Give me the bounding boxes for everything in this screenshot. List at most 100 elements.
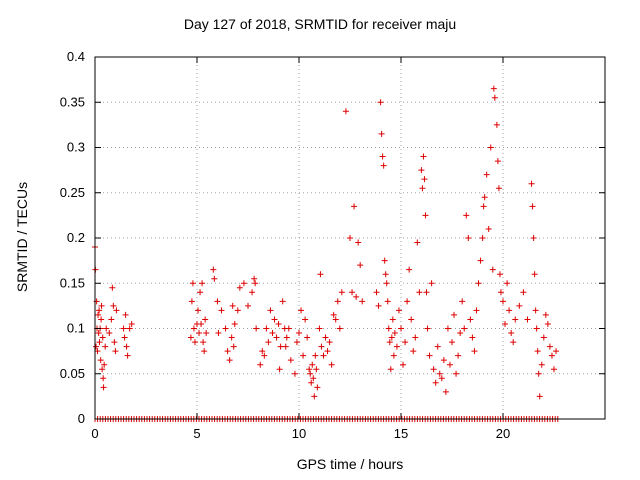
data-point xyxy=(124,352,131,359)
data-point xyxy=(383,280,390,287)
data-point xyxy=(257,361,264,368)
data-point xyxy=(377,99,384,106)
data-point xyxy=(300,352,307,359)
data-point xyxy=(330,311,337,318)
data-point xyxy=(320,352,327,359)
data-point xyxy=(317,271,324,278)
data-point xyxy=(189,280,196,287)
data-point xyxy=(388,334,395,341)
data-point xyxy=(421,176,428,183)
data-point xyxy=(298,307,305,314)
data-point xyxy=(122,311,129,318)
data-point xyxy=(382,271,389,278)
data-point xyxy=(380,162,387,169)
data-point xyxy=(414,239,421,246)
data-point xyxy=(338,289,345,296)
data-point xyxy=(351,203,358,210)
data-point xyxy=(506,307,513,314)
data-point xyxy=(324,348,331,355)
data-point xyxy=(231,320,238,327)
data-point xyxy=(516,302,523,309)
y-tick-label: 0.15 xyxy=(60,275,85,290)
data-point xyxy=(440,357,447,364)
data-point xyxy=(196,330,203,337)
data-point xyxy=(275,320,282,327)
data-point xyxy=(126,325,133,332)
data-point xyxy=(406,266,413,273)
data-point xyxy=(496,271,503,278)
data-point xyxy=(283,334,290,341)
data-point xyxy=(494,158,501,165)
data-point xyxy=(198,320,205,327)
x-tick-label: 20 xyxy=(496,426,510,441)
data-point xyxy=(390,352,397,359)
data-point xyxy=(98,302,105,309)
data-point xyxy=(418,167,425,174)
data-point xyxy=(531,271,538,278)
data-point xyxy=(438,375,445,382)
data-point xyxy=(311,393,318,400)
data-point xyxy=(120,325,127,332)
data-point xyxy=(373,289,380,296)
data-point xyxy=(109,284,116,291)
data-point xyxy=(493,121,500,128)
data-point xyxy=(400,361,407,368)
y-tick-label: 0.05 xyxy=(60,366,85,381)
data-point xyxy=(375,302,382,309)
data-point xyxy=(422,212,429,219)
data-point xyxy=(393,343,400,350)
axes: 0 5 10 15 20 0 0.05 0.1 0.15 0.2 0.25 0.3 0.35 0.4 xyxy=(60,49,606,441)
data-point xyxy=(416,289,423,296)
data-point xyxy=(195,307,202,314)
data-point xyxy=(123,343,130,350)
y-tick-label: 0.2 xyxy=(67,230,85,245)
data-point xyxy=(293,339,300,346)
data-point xyxy=(93,343,100,350)
data-point xyxy=(302,316,309,323)
data-point xyxy=(465,235,472,241)
data-point xyxy=(532,307,539,314)
data-point xyxy=(211,275,218,282)
data-point xyxy=(548,352,555,359)
data-point xyxy=(265,339,272,346)
data-point xyxy=(95,330,102,337)
data-point xyxy=(449,339,455,346)
data-point xyxy=(520,289,527,296)
data-point xyxy=(326,339,333,346)
data-point xyxy=(391,330,398,337)
data-point xyxy=(271,316,278,323)
data-point xyxy=(285,325,292,332)
data-point xyxy=(385,325,392,332)
chart-title: Day 127 of 2018, SRMTID for receiver maj… xyxy=(183,16,457,32)
data-point xyxy=(307,370,314,377)
data-point xyxy=(412,334,419,341)
data-point xyxy=(402,339,409,346)
data-point xyxy=(273,334,280,341)
data-point xyxy=(234,307,241,314)
data-point xyxy=(490,85,497,92)
data-point xyxy=(349,289,356,296)
data-point xyxy=(535,370,542,377)
y-tick-label: 0.35 xyxy=(60,94,85,109)
data-point xyxy=(99,334,106,341)
data-point xyxy=(332,316,339,323)
data-point xyxy=(497,289,504,296)
data-point xyxy=(249,289,256,296)
data-point xyxy=(291,370,298,377)
grid xyxy=(95,57,605,419)
data-point xyxy=(420,153,427,160)
data-point xyxy=(96,307,103,314)
data-point xyxy=(442,388,449,395)
data-point xyxy=(203,330,210,337)
data-point xyxy=(347,235,353,241)
y-tick-label: 0.4 xyxy=(67,49,85,64)
data-point xyxy=(99,366,106,373)
data-point xyxy=(103,325,110,332)
data-point xyxy=(112,348,119,355)
data-point xyxy=(428,280,435,287)
data-point xyxy=(100,375,107,382)
data-point xyxy=(455,352,462,359)
data-point xyxy=(96,339,103,346)
data-point xyxy=(453,370,460,377)
